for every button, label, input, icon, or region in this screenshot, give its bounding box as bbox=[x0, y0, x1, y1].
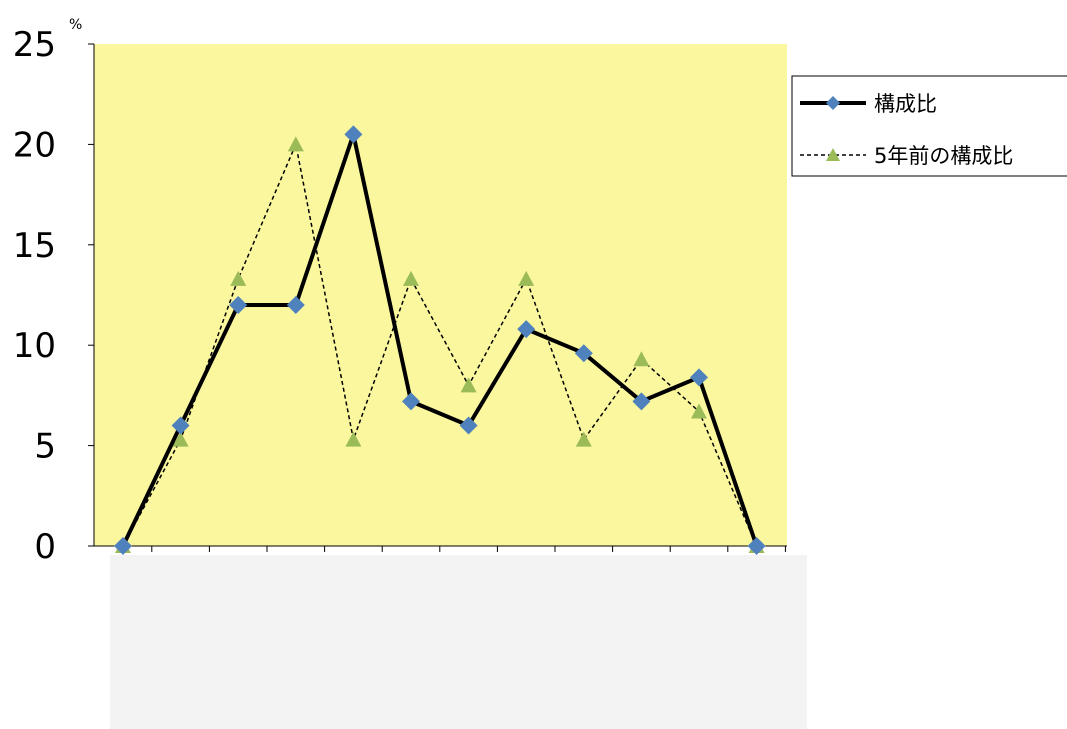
data-point bbox=[403, 270, 419, 286]
plot-area bbox=[94, 44, 787, 546]
y-tick-label: 0 bbox=[34, 527, 56, 567]
data-point bbox=[459, 416, 478, 435]
data-point bbox=[230, 270, 247, 286]
y-tick-label: 20 bbox=[13, 125, 56, 165]
data-point bbox=[229, 296, 248, 315]
data-point bbox=[517, 320, 536, 339]
data-point bbox=[345, 431, 362, 447]
data-point bbox=[460, 377, 477, 393]
data-point bbox=[114, 537, 132, 555]
legend: 構成比 5年前の構成比 bbox=[791, 75, 1067, 177]
data-point bbox=[518, 270, 535, 286]
data-point bbox=[286, 296, 305, 315]
y-tick-label: 15 bbox=[13, 226, 56, 266]
data-point bbox=[171, 416, 190, 435]
data-point bbox=[691, 403, 707, 419]
data-point bbox=[574, 344, 593, 363]
y-tick-label: 5 bbox=[34, 427, 56, 467]
data-point bbox=[344, 125, 363, 144]
data-point bbox=[633, 351, 650, 367]
legend-label-2: 5年前の構成比 bbox=[874, 144, 1013, 168]
y-tick-label: 25 bbox=[13, 25, 56, 65]
below-axis-panel bbox=[110, 555, 807, 729]
data-point bbox=[575, 431, 592, 447]
data-point bbox=[172, 431, 189, 447]
y-tick-label: 10 bbox=[13, 326, 56, 366]
legend-entry-1: 構成比 bbox=[800, 92, 937, 116]
legend-marker-1 bbox=[826, 96, 840, 110]
data-point bbox=[287, 136, 304, 152]
data-point bbox=[632, 392, 651, 411]
series-line-1 bbox=[121, 132, 759, 547]
data-point bbox=[747, 537, 766, 555]
legend-marker-2 bbox=[826, 148, 840, 161]
series-1 bbox=[114, 125, 766, 555]
data-point bbox=[402, 392, 420, 411]
data-point bbox=[690, 368, 708, 387]
legend-entry-2: 5年前の構成比 bbox=[800, 144, 1013, 168]
y-unit-label: % bbox=[69, 17, 82, 33]
legend-label-1: 構成比 bbox=[874, 92, 937, 116]
